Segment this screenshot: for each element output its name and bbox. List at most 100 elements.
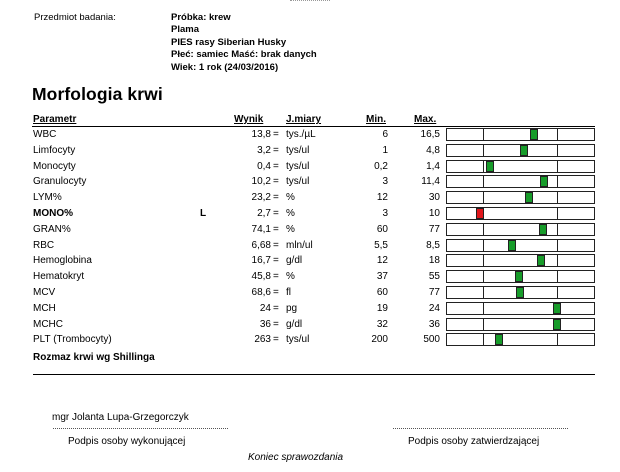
equals-sign: = [273,223,279,235]
value-marker [494,334,503,346]
result-value: 23,2 [251,192,271,204]
reference-range-bar [446,317,595,331]
result-row: LYM% 23,2% 12 30 = [0,190,620,206]
equals-sign: = [273,334,279,346]
reference-min: 12 [376,255,388,267]
result-row: WBC 13,8 tys./µL 6 16,5 = [0,127,620,143]
equals-sign: = [273,207,279,219]
value-marker [515,271,524,283]
value-marker [524,192,533,204]
range-max-boundary [557,334,558,346]
range-max-boundary [557,271,558,283]
reference-min: 19 [376,302,388,314]
signature-label-approver: Podpis osoby zatwierdzającej [408,436,540,447]
result-value: 2,7 [257,207,271,219]
reference-range-bar [446,270,595,284]
result-row: Granulocyty 10,2 tys/ul 3 11,4 = [0,174,620,190]
parameter-name: Hemoglobina [33,255,92,267]
reference-range-bar [446,222,595,236]
result-value: 3,2 [257,144,271,156]
parameter-name: Monocyty [33,160,76,172]
result-unit: % [286,223,295,235]
signature-line-right [393,428,568,429]
footer-divider [33,374,595,375]
header-result: Wynik [234,114,264,125]
result-unit: g/dl [286,255,303,267]
result-row: Monocyty 0,4 tys/ul 0,2 1,4 = [0,159,620,175]
equals-sign: = [273,239,279,251]
result-unit: g/dl [286,318,303,330]
reference-min: 200 [371,334,388,346]
range-max-boundary [557,192,558,204]
range-min-boundary [483,286,484,298]
signature-line-left [53,428,228,429]
value-marker [540,176,549,188]
result-unit: fl [286,286,291,298]
equals-sign: = [273,160,279,172]
parameter-name: Hematokryt [33,271,85,283]
reference-max: 77 [428,286,440,298]
value-marker [516,286,524,298]
parameter-name: MCH [33,302,56,314]
end-of-report: Koniec sprawozdania [248,452,344,463]
range-min-boundary [483,144,484,156]
subject-age: Wiek: 1 rok (24/03/2016) [171,61,279,73]
range-max-boundary [557,255,558,267]
result-row: MCHC 36 g/dl 32 36 = [0,317,620,333]
range-min-boundary [483,271,484,283]
reference-max: 30 [428,192,440,204]
subject-sample: Próbka: krew [171,12,231,23]
reference-min: 3 [382,207,388,219]
result-value: 74,1 [251,223,271,235]
parameter-name: WBC [33,129,57,140]
range-max-boundary [557,176,558,188]
reference-min: 37 [376,271,388,283]
reference-min: 3 [382,176,388,188]
result-flag: L [200,207,207,219]
reference-max: 10 [428,207,440,219]
reference-min: 5,5 [374,239,388,251]
range-min-boundary [483,160,484,172]
range-max-boundary [557,129,558,140]
value-marker [553,318,561,330]
low-value-marker [476,207,485,219]
subject-sex-color: Płeć: samiec Maść: brak danych [171,49,317,61]
reference-max: 11,4 [421,176,440,188]
reference-range-bar [446,128,595,141]
result-row: MONO% L 2,7% 3 10 = [0,206,620,222]
range-min-boundary [483,129,484,140]
value-marker [486,160,495,172]
reference-max: 77 [428,223,440,235]
equals-sign: = [273,318,279,330]
result-value: 0,4 [257,160,271,172]
reference-max: 8,5 [426,239,440,251]
reference-range-bar [446,254,595,268]
result-row: MCH 24 pg 19 24 = [0,301,620,317]
result-value: 10,2 [251,176,271,188]
header-unit: J.miary [286,114,322,125]
parameter-name: Limfocyty [33,144,76,156]
equals-sign: = [273,255,279,267]
reference-max: 36 [428,318,440,330]
reference-min: 12 [376,192,388,204]
reference-range-bar [446,191,595,205]
reference-min: 60 [376,223,388,235]
parameter-name: LYM% [33,192,62,204]
range-max-boundary [557,286,558,298]
parameter-name: PLT (Trombocyty) [33,334,112,346]
subject-sample-type: Plama [171,24,199,36]
reference-range-bar [446,301,595,315]
reference-range-bar [446,175,595,189]
subject-animal: PIES rasy Siberian Husky [171,36,287,48]
header-parameter: Parametr [33,114,77,125]
value-marker [530,129,539,140]
reference-range-bar [446,285,595,299]
range-max-boundary [557,144,558,156]
reference-range-bar [446,143,595,157]
reference-max: 18 [428,255,440,267]
parameter-name: RBC [33,239,55,251]
result-row: GRAN% 74,1% 60 77 = [0,222,620,238]
result-unit: % [286,192,295,204]
result-value: 68,6 [251,286,271,298]
header-max: Max. [414,114,437,125]
